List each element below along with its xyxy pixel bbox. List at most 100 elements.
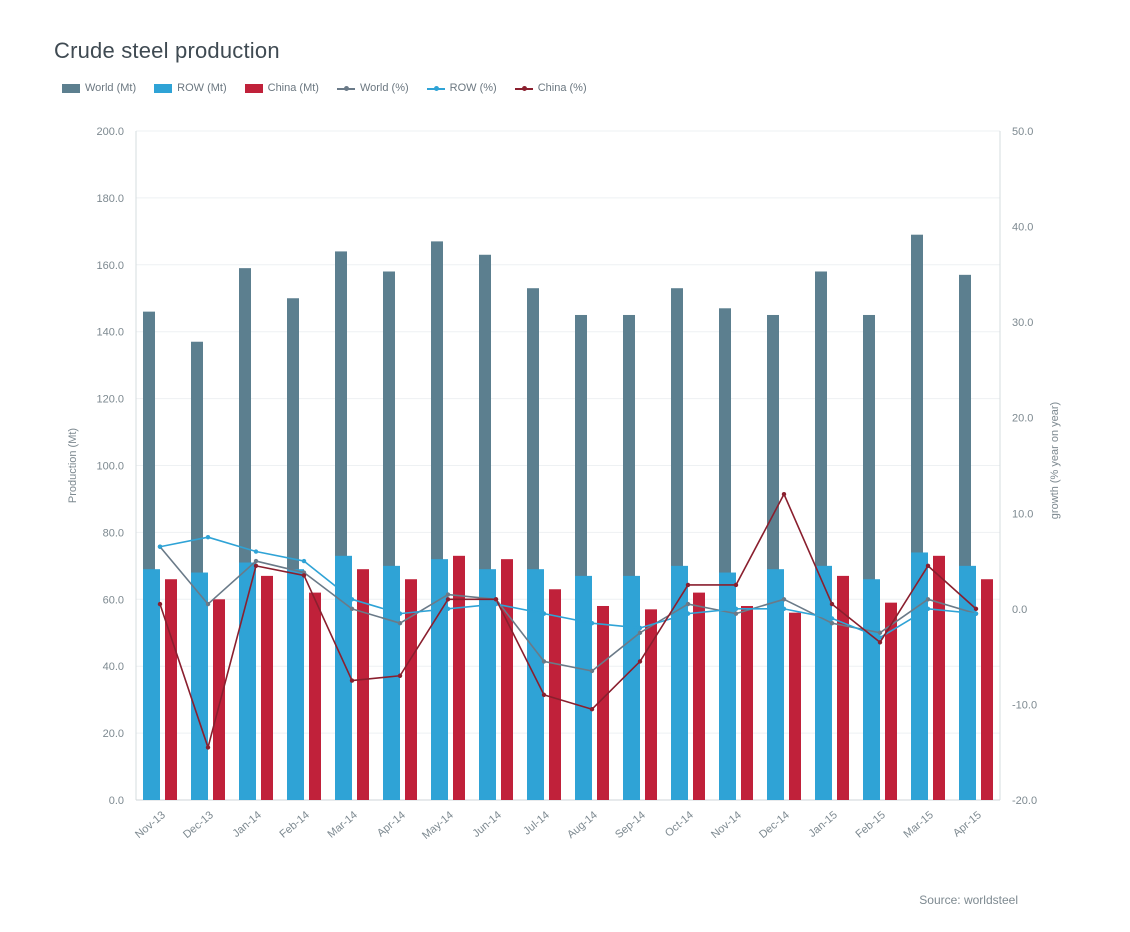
x-tick-label: Apr-15 bbox=[951, 809, 984, 839]
y-tick-label-left: 200.0 bbox=[96, 126, 124, 138]
x-tick-label: Apr-14 bbox=[375, 809, 408, 839]
bar-row-mt bbox=[575, 575, 592, 800]
y-tick-label-right: 20.0 bbox=[1012, 413, 1033, 425]
y-tick-label-left: 80.0 bbox=[103, 527, 124, 539]
y-axis-title-left: Production (Mt) bbox=[67, 428, 79, 503]
point-china bbox=[349, 678, 355, 683]
bar-row-mt bbox=[287, 569, 304, 800]
point-china bbox=[877, 640, 883, 645]
point-row bbox=[781, 606, 787, 612]
bar-china-mt bbox=[405, 579, 417, 800]
x-tick-label: Feb-15 bbox=[854, 809, 888, 841]
y-tick-label-right: 0.0 bbox=[1012, 604, 1027, 616]
bar-row-mt bbox=[767, 569, 784, 800]
bar-row-mt bbox=[239, 562, 256, 800]
source-note: Source: worldsteel bbox=[919, 893, 1018, 907]
point-row bbox=[349, 597, 355, 602]
bar-row-mt bbox=[911, 552, 928, 800]
y-tick-label-left: 160.0 bbox=[96, 260, 124, 272]
x-tick-label: Aug-14 bbox=[565, 809, 600, 841]
chart-legend: World (Mt) ROW (Mt) China (Mt) World (%)… bbox=[62, 82, 587, 94]
legend-item-china-mt: China (Mt) bbox=[244, 82, 319, 94]
legend-label-world-mt: World (Mt) bbox=[85, 82, 137, 94]
point-china bbox=[493, 597, 499, 602]
point-china bbox=[205, 745, 211, 750]
bar-china-mt bbox=[885, 602, 897, 800]
legend-label-row-mt: ROW (Mt) bbox=[177, 82, 227, 94]
x-tick-label: Nov-13 bbox=[133, 809, 168, 841]
x-tick-label: May-14 bbox=[420, 809, 456, 842]
bar-row-mt bbox=[719, 572, 736, 800]
point-china bbox=[397, 673, 403, 678]
x-tick-label: Dec-14 bbox=[757, 809, 792, 841]
x-tick-label: Jul-14 bbox=[521, 809, 552, 837]
point-china bbox=[973, 606, 979, 612]
legend-label-row-pct: ROW (%) bbox=[449, 82, 497, 94]
bar-row-mt bbox=[623, 575, 640, 800]
point-world bbox=[205, 601, 211, 607]
y-tick-label-right: 50.0 bbox=[1012, 126, 1033, 138]
y-axis-title-right: growth (% year on year) bbox=[1049, 402, 1061, 519]
x-tick-label: Jan-15 bbox=[806, 809, 839, 840]
y-tick-label-left: 40.0 bbox=[103, 661, 124, 673]
x-tick-label: Feb-14 bbox=[278, 809, 312, 841]
legend-swatch-row-mt bbox=[154, 83, 173, 93]
x-tick-label: Sep-14 bbox=[613, 809, 648, 841]
legend-swatch-row-pct bbox=[426, 84, 445, 93]
x-tick-label: Nov-14 bbox=[709, 809, 744, 841]
legend-label-world-pct: World (%) bbox=[359, 82, 409, 94]
point-china bbox=[781, 491, 787, 497]
y-tick-label-left: 60.0 bbox=[103, 594, 124, 606]
point-world bbox=[541, 659, 547, 664]
bar-china-mt bbox=[357, 569, 369, 800]
point-china bbox=[157, 601, 163, 607]
point-row bbox=[253, 549, 259, 554]
bar-china-mt bbox=[501, 559, 513, 800]
point-world bbox=[589, 668, 595, 674]
point-china bbox=[637, 659, 643, 664]
point-row bbox=[445, 606, 451, 612]
point-world bbox=[781, 597, 787, 602]
point-row bbox=[829, 616, 835, 621]
point-world bbox=[637, 630, 643, 635]
bar-row-mt bbox=[191, 572, 208, 800]
y-tick-label-left: 180.0 bbox=[96, 193, 124, 205]
line-china bbox=[159, 493, 977, 749]
point-china bbox=[445, 597, 451, 602]
point-world bbox=[253, 558, 259, 564]
point-china bbox=[253, 563, 259, 569]
point-world bbox=[445, 592, 451, 597]
bar-china-mt bbox=[981, 579, 993, 800]
chart-title: Crude steel production bbox=[54, 38, 280, 63]
legend-item-row-mt: ROW (Mt) bbox=[154, 82, 227, 94]
bar-china-mt bbox=[837, 575, 849, 800]
y-tick-label-left: 100.0 bbox=[96, 461, 124, 473]
x-tick-label: Oct-14 bbox=[663, 809, 696, 839]
bar-china-mt bbox=[933, 555, 945, 800]
y-tick-label-right: 30.0 bbox=[1012, 317, 1033, 329]
point-world bbox=[925, 597, 931, 602]
point-world bbox=[397, 620, 403, 626]
legend-item-row-pct: ROW (%) bbox=[426, 82, 497, 94]
point-china bbox=[541, 692, 547, 698]
point-world bbox=[685, 601, 691, 607]
point-row bbox=[397, 611, 403, 616]
bar-china-mt bbox=[213, 599, 225, 800]
bar-row-mt bbox=[959, 565, 976, 800]
bar-china-mt bbox=[453, 555, 465, 800]
bar-china-mt bbox=[309, 592, 321, 800]
legend-swatch-world-pct bbox=[336, 84, 355, 93]
point-china bbox=[829, 601, 835, 607]
line-world bbox=[159, 546, 977, 672]
x-tick-label: Mar-15 bbox=[902, 809, 936, 841]
y-tick-label-right: -10.0 bbox=[1012, 699, 1037, 711]
bar-china-mt bbox=[597, 605, 609, 800]
bar-china-mt bbox=[645, 609, 657, 800]
bar-row-mt bbox=[671, 565, 688, 800]
legend-swatch-china-pct bbox=[514, 84, 533, 93]
bar-china-mt bbox=[165, 579, 177, 800]
point-row bbox=[973, 611, 979, 616]
bar-china-mt bbox=[261, 575, 273, 800]
y-tick-label-right: 40.0 bbox=[1012, 222, 1033, 234]
y-tick-label-left: 0.0 bbox=[109, 795, 124, 807]
